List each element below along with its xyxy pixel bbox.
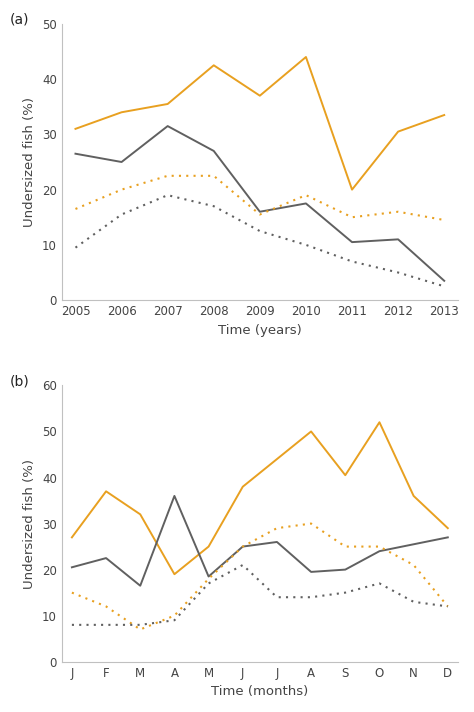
Text: (a): (a) bbox=[10, 13, 29, 27]
Y-axis label: Undersized fish (%): Undersized fish (%) bbox=[23, 97, 36, 227]
X-axis label: Time (years): Time (years) bbox=[218, 323, 302, 337]
Text: (b): (b) bbox=[10, 375, 30, 388]
Y-axis label: Undersized fish (%): Undersized fish (%) bbox=[23, 459, 36, 589]
X-axis label: Time (months): Time (months) bbox=[211, 685, 309, 698]
